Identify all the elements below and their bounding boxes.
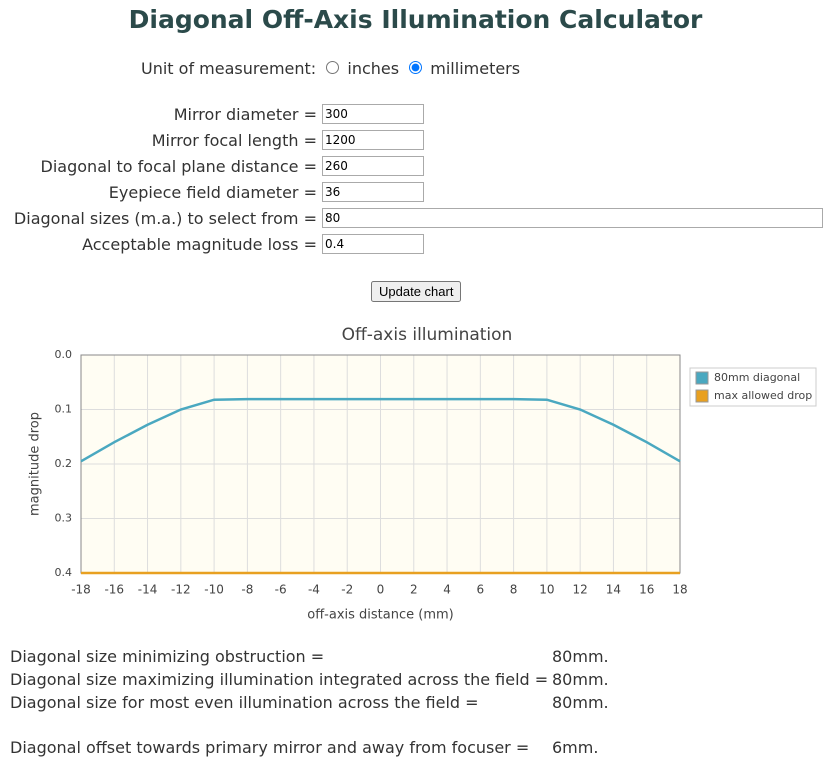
- x-tick-label: 12: [573, 583, 588, 597]
- x-tick-label: -2: [341, 583, 353, 597]
- x-tick-label: -6: [275, 583, 287, 597]
- result-label: Diagonal size minimizing obstruction =: [10, 647, 325, 666]
- x-axis-label: off-axis distance (mm): [307, 608, 453, 623]
- x-tick-label: 8: [510, 583, 518, 597]
- x-tick-label: 0: [377, 583, 385, 597]
- chart: Off-axis illumination -18 -16 -14 -12 -10 -8 -6…: [28, 325, 817, 623]
- field-input[interactable]: [322, 104, 424, 124]
- x-tick-label: 16: [639, 583, 654, 597]
- radio-inches[interactable]: [326, 61, 340, 74]
- legend-box: [689, 367, 817, 407]
- field-label: Diagonal to focal plane distance =: [40, 157, 317, 176]
- page-title: Diagonal Off-Axis Illumination Calculato…: [128, 5, 703, 34]
- unit-label: Unit of measurement:: [141, 59, 317, 78]
- legend-swatch: [695, 389, 709, 403]
- y-tick-label: 0.4: [55, 566, 73, 579]
- field-input[interactable]: [322, 234, 424, 254]
- update-button[interactable]: Update chart: [371, 281, 462, 302]
- field-label: Eyepiece field diameter =: [108, 183, 317, 202]
- unit-option: inches: [347, 59, 400, 78]
- x-tick-label: -18: [71, 583, 91, 597]
- field-input[interactable]: [322, 130, 424, 150]
- chart-title: Off-axis illumination: [342, 325, 513, 345]
- result-label: Diagonal offset towards primary mirror a…: [10, 738, 530, 757]
- x-tick-label: -16: [104, 583, 124, 597]
- x-tick-label: 10: [539, 583, 554, 597]
- x-tick-label: -10: [204, 583, 224, 597]
- x-tick-label: 18: [672, 583, 687, 597]
- result-value: 80mm.: [552, 670, 609, 689]
- field-label: Diagonal sizes (m.a.) to select from =: [13, 209, 317, 228]
- field-input[interactable]: [322, 208, 823, 228]
- x-tick-label: -8: [241, 583, 253, 597]
- x-tick-label: -4: [308, 583, 320, 597]
- result-label: Diagonal size for most even illumination…: [10, 693, 479, 712]
- legend-label: max allowed drop: [714, 389, 812, 402]
- field-label: Acceptable magnitude loss =: [82, 235, 317, 254]
- x-tick-label: -14: [138, 583, 158, 597]
- y-tick-label: 0.0: [55, 348, 73, 361]
- radio-millimeters[interactable]: [409, 61, 423, 74]
- x-tick-label: 6: [477, 583, 485, 597]
- legend-swatch: [695, 371, 709, 385]
- result-value: 80mm.: [552, 647, 609, 666]
- field-label: Mirror diameter =: [173, 105, 317, 124]
- x-tick-label: 14: [606, 583, 621, 597]
- x-tick-label: 2: [410, 583, 418, 597]
- unit-row: Unit of measurement: inches millimeters: [141, 58, 520, 78]
- field-input[interactable]: [322, 156, 424, 176]
- field-label: Mirror focal length =: [151, 131, 317, 150]
- series-line: [80, 397, 681, 463]
- y-tick-label: 0.3: [55, 512, 73, 525]
- x-tick-label: -12: [171, 583, 191, 597]
- result-value: 80mm.: [552, 693, 609, 712]
- x-tick-label: 4: [443, 583, 451, 597]
- legend-label: 80mm diagonal: [714, 371, 800, 384]
- result-label: Diagonal size maximizing illumination in…: [10, 670, 549, 689]
- unit-option: millimeters: [430, 59, 521, 78]
- y-tick-label: 0.2: [55, 457, 73, 470]
- y-tick-label: 0.1: [55, 403, 73, 416]
- field-input[interactable]: [322, 182, 424, 202]
- y-axis-label: magnitude drop: [28, 412, 43, 516]
- result-value: 6mm.: [552, 738, 599, 757]
